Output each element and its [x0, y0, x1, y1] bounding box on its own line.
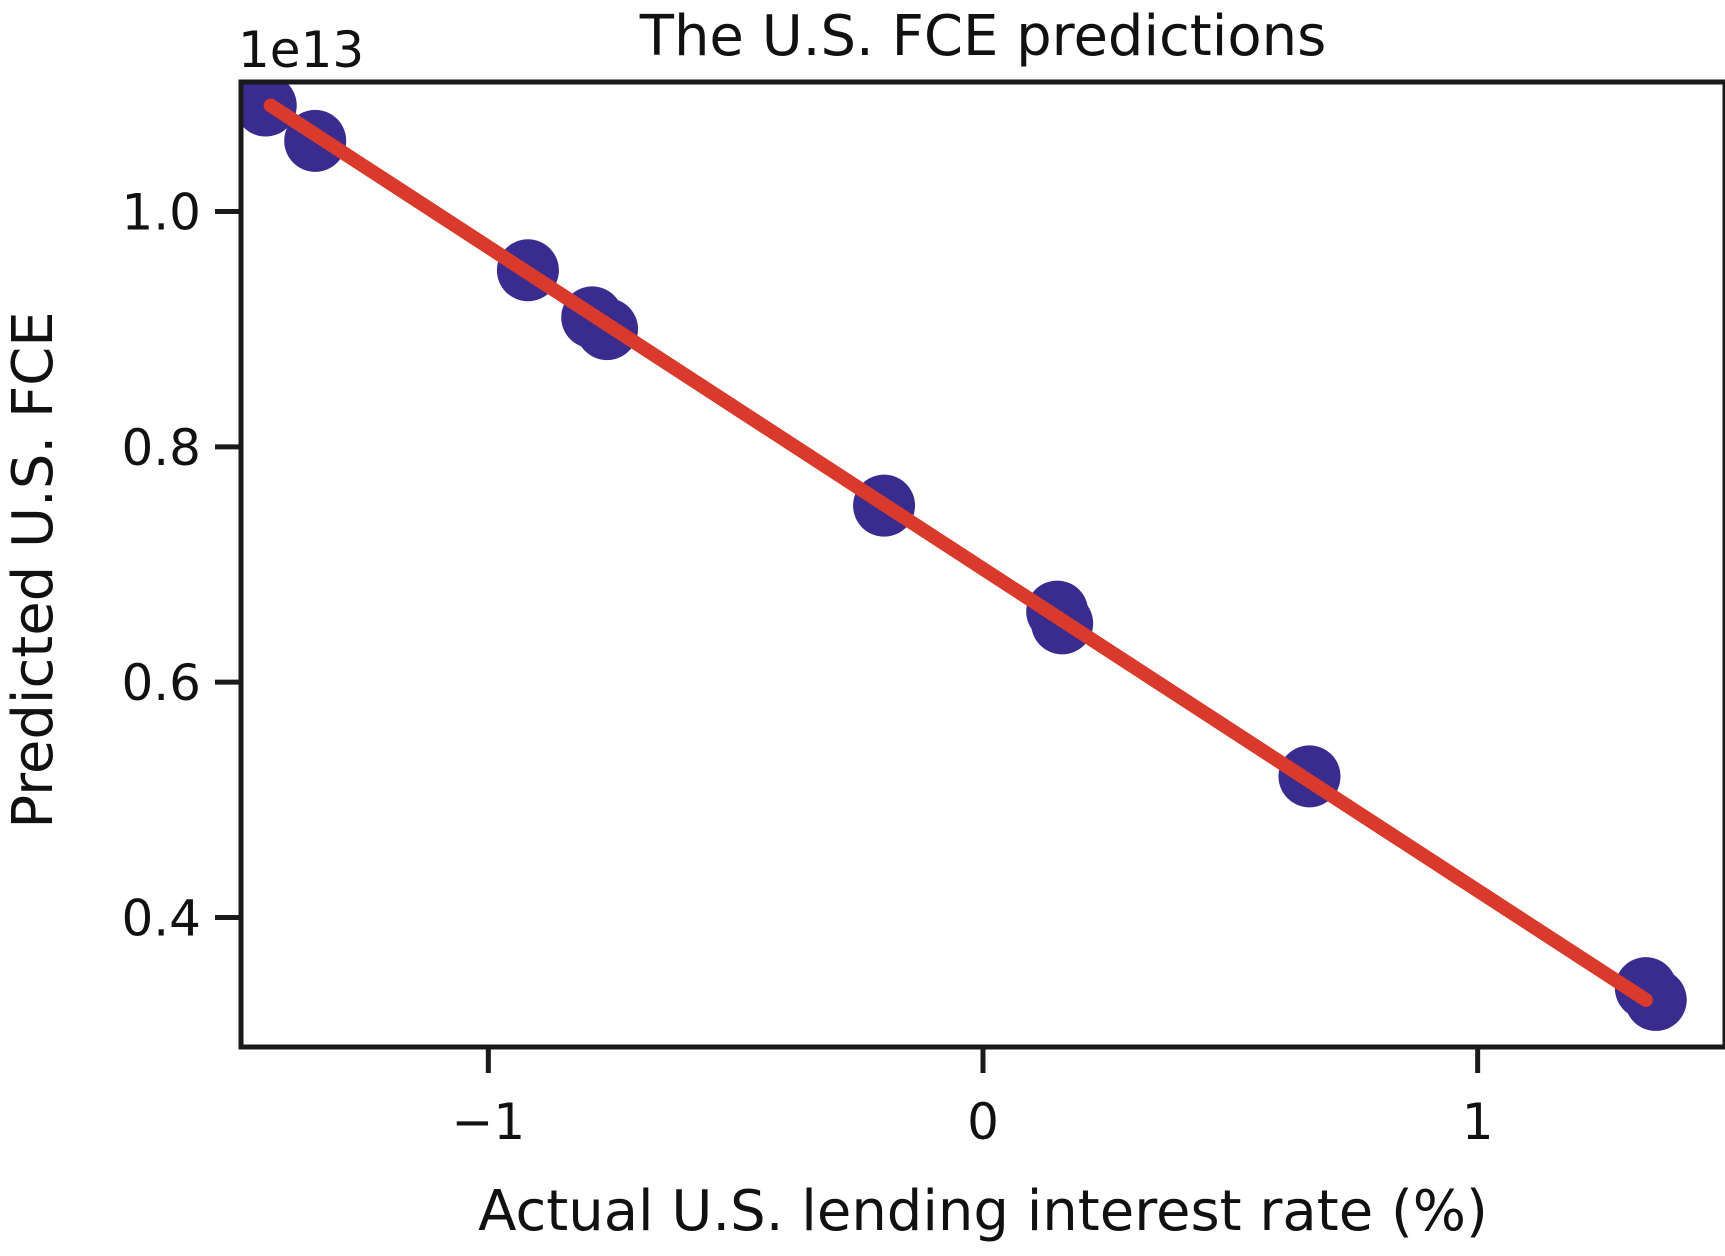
y-axis: 0.4 0.6 0.8 1.0: [121, 183, 241, 948]
chart-title: The U.S. FCE predictions: [639, 4, 1327, 69]
x-tick-label: 0: [967, 1093, 999, 1151]
fit-line: [263, 98, 1653, 1007]
y-axis-offset-label: 1e13: [238, 21, 364, 79]
x-axis: −1 0 1: [451, 1047, 1494, 1151]
y-tick-label: 1.0: [121, 183, 201, 241]
y-axis-label: Predicted U.S. FCE: [1, 311, 66, 828]
x-tick-label: 1: [1462, 1093, 1494, 1151]
y-tick-label: 0.6: [121, 654, 201, 712]
y-tick-label: 0.4: [121, 890, 201, 948]
data-point-11: [1624, 968, 1687, 1031]
y-tick-label: 0.8: [121, 419, 201, 477]
x-axis-label: Actual U.S. lending interest rate (%): [478, 1179, 1488, 1244]
x-tick-label: −1: [451, 1093, 525, 1151]
plot-content: [241, 82, 1687, 1031]
plot-area: [241, 82, 1687, 1031]
